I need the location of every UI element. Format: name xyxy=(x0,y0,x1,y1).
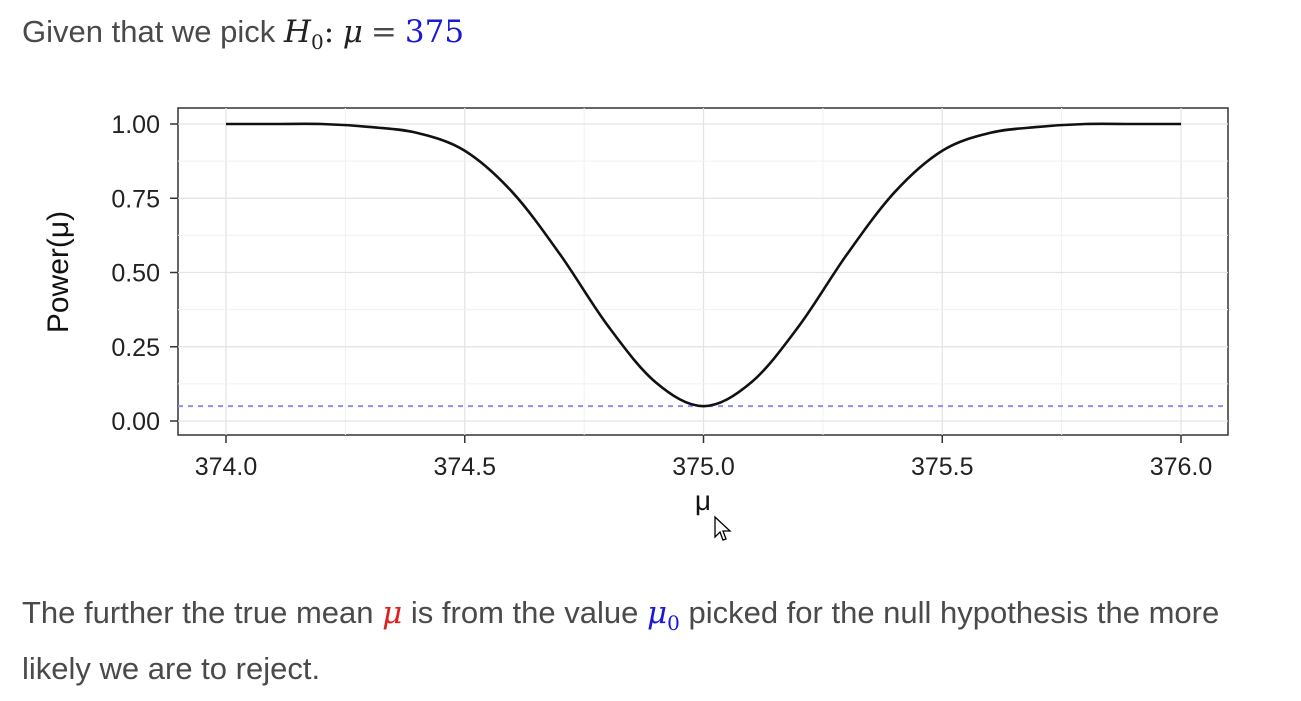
heading-prefix: Given that we pick xyxy=(22,14,284,49)
x-axis-label: μ xyxy=(695,485,711,516)
x-tick-label: 375.0 xyxy=(672,453,735,481)
h0-symbol: H0 xyxy=(283,14,324,55)
x-tick-label: 376.0 xyxy=(1150,453,1213,481)
null-mean-symbol: μ0 xyxy=(646,595,680,636)
para-part3: picked for the null hypothesis the more … xyxy=(22,595,1220,687)
true-mean-symbol: μ xyxy=(382,595,403,631)
y-axis-label: Power(μ) xyxy=(42,211,75,333)
y-tick-label: 0.00 xyxy=(111,408,160,436)
x-tick-label: 374.0 xyxy=(195,453,258,481)
x-tick-label: 375.5 xyxy=(911,453,974,481)
explanation-paragraph: The further the true mean μ is from the … xyxy=(22,590,1282,692)
power-curve-chart: 374.0 374.5 375.0 375.5 376.0 0.00 0.25 0.50 0.7… xyxy=(42,107,1229,516)
h0-subscript: 0 xyxy=(310,30,324,55)
page-heading: Given that we pick H0: μ = 375 xyxy=(22,14,464,54)
y-tick-label: 1.00 xyxy=(111,111,160,139)
para-part1: The further the true mean xyxy=(22,595,383,630)
heading-mu: μ xyxy=(342,14,363,50)
para-part2: is from the value xyxy=(402,595,647,630)
y-tick-label: 0.50 xyxy=(111,260,160,288)
power-curve-line xyxy=(226,122,1181,408)
mouse-cursor-icon xyxy=(714,515,732,541)
heading-equals: = xyxy=(370,14,397,50)
heading-value: 375 xyxy=(404,14,465,50)
heading-colon: : xyxy=(323,14,335,50)
x-tick-label: 374.5 xyxy=(433,453,496,481)
axis-ticks: 374.0 374.5 375.0 375.5 376.0 0.00 0.25 0.50 0.7… xyxy=(111,111,1212,481)
y-tick-label: 0.75 xyxy=(111,185,160,213)
y-tick-label: 0.25 xyxy=(111,334,160,362)
grid-lines xyxy=(178,108,1228,435)
